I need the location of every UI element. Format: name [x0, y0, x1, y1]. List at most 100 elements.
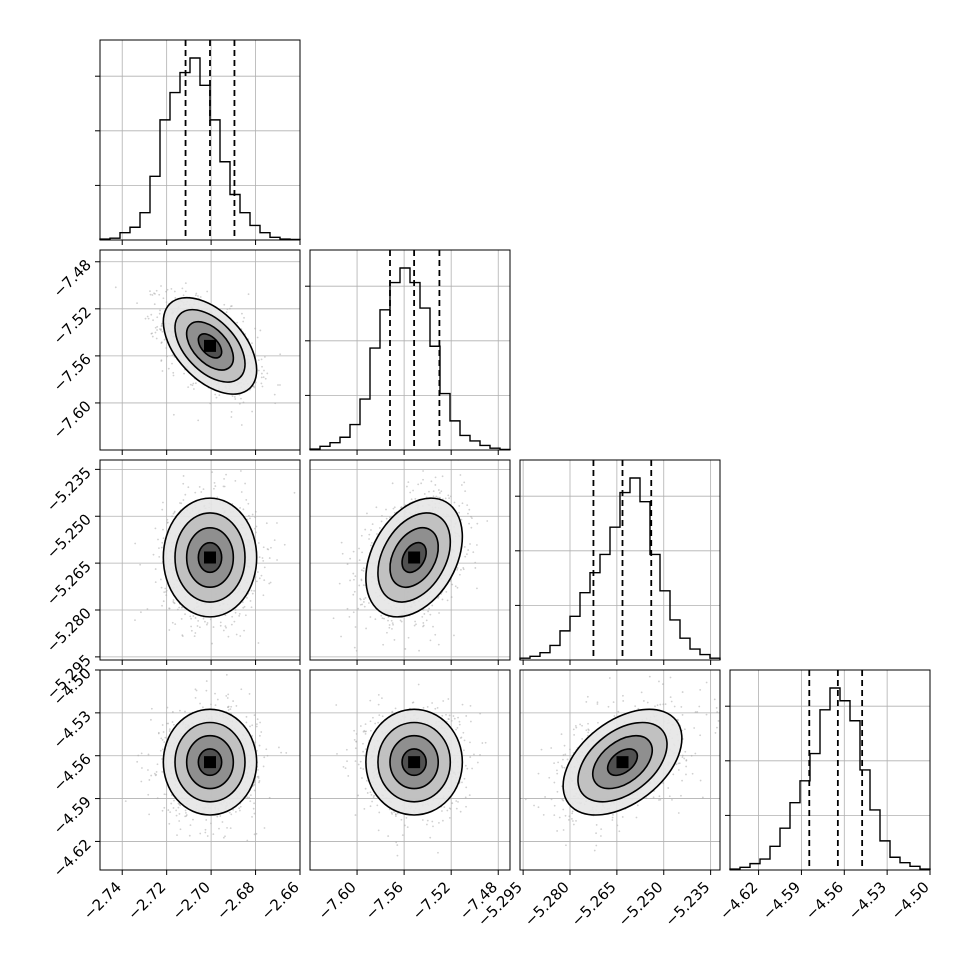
scatter-point — [160, 342, 163, 344]
scatter-point — [276, 522, 278, 524]
scatter-point — [249, 725, 251, 728]
scatter-point — [156, 325, 159, 328]
scatter-point — [249, 800, 252, 803]
scatter-point — [219, 621, 222, 624]
scatter-point — [258, 780, 261, 782]
scatter-point — [185, 814, 188, 816]
scatter-point — [240, 424, 243, 426]
scatter-point — [169, 811, 172, 814]
axes-frame — [99, 669, 301, 871]
scatter-point — [151, 294, 154, 296]
scatter-point — [243, 605, 246, 608]
scatter-point — [166, 288, 169, 291]
scatter-point — [168, 730, 171, 732]
scatter-point — [437, 597, 440, 599]
scatter-point — [194, 696, 197, 699]
scatter-point — [213, 482, 216, 484]
scatter-point — [360, 579, 363, 582]
scatter-point — [211, 642, 213, 645]
scatter-point — [262, 376, 265, 379]
scatter-point — [422, 624, 425, 627]
scatter-point — [422, 622, 425, 624]
scatter-point — [274, 402, 277, 405]
scatter-point — [458, 511, 460, 514]
scatter-point — [221, 821, 224, 823]
scatter-point — [428, 607, 430, 610]
scatter-point — [213, 487, 215, 490]
scatter-point — [254, 510, 257, 513]
scatter-point — [257, 777, 260, 779]
scatter-point — [279, 384, 281, 386]
density-content — [114, 282, 282, 426]
scatter-point — [156, 797, 159, 800]
scatter-point — [257, 642, 260, 644]
scatter-point — [194, 491, 197, 494]
scatter-point — [234, 398, 237, 400]
scatter-point — [464, 555, 467, 558]
scatter-point — [386, 631, 388, 634]
scatter-point — [172, 371, 175, 374]
scatter-point — [231, 615, 234, 618]
scatter-point — [421, 615, 424, 618]
scatter-point — [171, 711, 174, 713]
scatter-point — [432, 495, 435, 498]
scatter-point — [249, 794, 252, 796]
scatter-point — [439, 492, 441, 494]
scatter-point — [198, 486, 201, 488]
scatter-point — [268, 557, 271, 559]
scatter-point — [168, 629, 171, 631]
scatter-point — [246, 796, 249, 799]
density-peak — [204, 756, 216, 769]
scatter-point — [268, 582, 271, 585]
scatter-point — [161, 770, 164, 773]
scatter-point — [486, 520, 489, 522]
y-tick-label: −7.60 — [50, 397, 95, 442]
scatter-point — [266, 754, 269, 757]
scatter-point — [156, 316, 159, 319]
scatter-point — [467, 512, 469, 515]
scatter-point — [423, 493, 426, 495]
scatter-point — [352, 611, 355, 614]
scatter-point — [155, 773, 158, 776]
scatter-point — [157, 732, 160, 735]
scatter-point — [245, 715, 248, 718]
scatter-point — [154, 326, 157, 329]
histogram-bars — [99, 57, 301, 241]
scatter-point — [227, 635, 230, 638]
scatter-point — [427, 610, 430, 613]
scatter-point — [163, 741, 166, 743]
scatter-point — [238, 612, 241, 615]
scatter-point — [466, 553, 468, 556]
scatter-point — [197, 295, 199, 297]
scatter-point — [227, 693, 230, 696]
scatter-point — [155, 289, 158, 292]
scatter-point — [182, 294, 185, 297]
scatter-point — [255, 832, 258, 835]
scatter-point — [225, 695, 228, 697]
scatter-point — [462, 567, 465, 569]
scatter-point — [233, 620, 236, 623]
scatter-point — [363, 605, 366, 608]
scatter-point — [165, 347, 168, 349]
scatter-point — [176, 834, 178, 837]
scatter-point — [182, 475, 185, 477]
scatter-point — [156, 763, 159, 766]
scatter-point — [194, 382, 197, 385]
scatter-point — [270, 546, 272, 549]
y-tick-label: −7.48 — [50, 256, 95, 301]
scatter-point — [360, 569, 363, 572]
scatter-point — [200, 491, 203, 493]
scatter-point — [160, 360, 163, 362]
scatter-point — [153, 303, 156, 306]
scatter-point — [184, 613, 186, 616]
scatter-point — [227, 706, 229, 708]
scatter-point — [242, 401, 245, 404]
scatter-point — [437, 643, 440, 646]
scatter-point — [352, 550, 355, 553]
scatter-point — [167, 809, 170, 811]
scatter-point — [261, 385, 264, 388]
scatter-point — [458, 505, 461, 507]
scatter-point — [259, 329, 262, 332]
scatter-point — [158, 547, 160, 549]
scatter-point — [162, 501, 164, 504]
